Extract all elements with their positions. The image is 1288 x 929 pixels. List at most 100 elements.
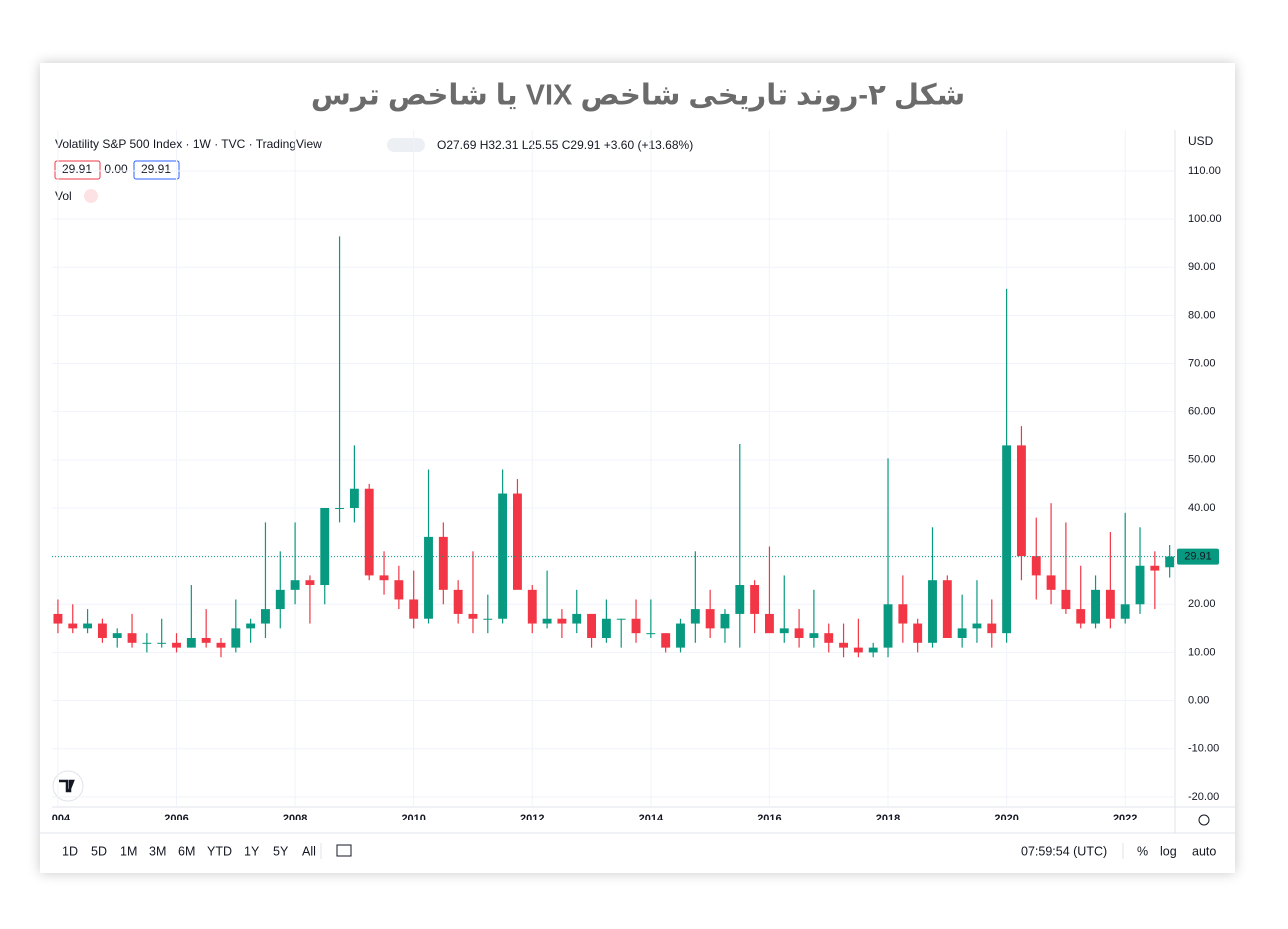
candle-body bbox=[453, 589, 463, 614]
candle-body bbox=[898, 604, 908, 624]
candle-body bbox=[275, 589, 285, 610]
candle-body bbox=[913, 623, 923, 643]
percent-toggle[interactable]: % bbox=[1137, 844, 1148, 858]
x-tick-label: 2022 bbox=[1113, 813, 1137, 825]
y-tick-label: 40.00 bbox=[1188, 502, 1216, 514]
range-button[interactable]: 1M bbox=[120, 844, 137, 858]
candle-body bbox=[839, 642, 849, 648]
y-tick-label: 10.00 bbox=[1188, 646, 1216, 658]
last-price-badge bbox=[1177, 548, 1219, 565]
candle-body bbox=[483, 618, 493, 620]
y-tick-label: 70.00 bbox=[1188, 357, 1216, 369]
x-tick-label: 2016 bbox=[757, 813, 781, 825]
range-button[interactable]: 5D bbox=[91, 844, 107, 858]
price-box bbox=[54, 160, 101, 180]
candle-body bbox=[305, 580, 315, 586]
candle-body bbox=[335, 507, 345, 509]
candle-body bbox=[261, 609, 270, 624]
candle-body bbox=[53, 613, 63, 624]
currency[interactable]: USD bbox=[1188, 134, 1214, 148]
candle-body bbox=[468, 613, 478, 619]
candle-body bbox=[1120, 604, 1130, 619]
candle-body bbox=[438, 536, 448, 590]
log-toggle[interactable]: log bbox=[1160, 844, 1177, 858]
y-tick-label: 100.00 bbox=[1188, 213, 1222, 225]
candle-body bbox=[616, 618, 626, 620]
candle-body bbox=[512, 493, 522, 590]
candle-body bbox=[424, 536, 433, 619]
candle-body bbox=[972, 623, 982, 629]
candle-body bbox=[231, 628, 241, 648]
y-tick-label: 20.00 bbox=[1188, 598, 1216, 610]
candle-body bbox=[542, 618, 552, 624]
candle-body bbox=[320, 507, 330, 586]
candle-body bbox=[764, 613, 774, 634]
candle-body bbox=[868, 647, 878, 653]
candle-body bbox=[735, 585, 745, 614]
toggle[interactable] bbox=[387, 138, 425, 152]
range-button[interactable]: 6M bbox=[178, 844, 195, 858]
range-icon[interactable] bbox=[336, 844, 352, 857]
candle-body bbox=[824, 633, 834, 643]
x-tick-label: 2012 bbox=[520, 813, 544, 825]
logo-mark bbox=[59, 779, 75, 793]
candle-body bbox=[957, 628, 967, 638]
candle-body bbox=[779, 628, 789, 634]
candle-body bbox=[601, 618, 611, 638]
range-button[interactable]: 3M bbox=[149, 844, 166, 858]
candle-body bbox=[68, 623, 78, 629]
warning-icon[interactable] bbox=[84, 189, 98, 203]
candle-body bbox=[557, 618, 567, 624]
candle-body bbox=[883, 604, 893, 648]
candle-body bbox=[127, 633, 137, 643]
candle-body bbox=[987, 623, 997, 634]
candle-body bbox=[1031, 556, 1041, 576]
price-box-label: 29.91 bbox=[141, 162, 171, 176]
candle-body bbox=[1076, 609, 1086, 624]
range-button[interactable]: 1Y bbox=[244, 844, 260, 858]
price-box-label: 29.91 bbox=[62, 162, 92, 176]
auto-toggle[interactable]: auto bbox=[1192, 844, 1216, 858]
candle-body bbox=[112, 633, 122, 638]
candle-body bbox=[809, 633, 819, 638]
candle-body bbox=[631, 618, 641, 634]
candle-body bbox=[1016, 445, 1026, 557]
plot bbox=[52, 130, 1175, 807]
candle-body bbox=[527, 589, 537, 624]
candle-body bbox=[290, 580, 300, 590]
y-tick-label: 90.00 bbox=[1188, 261, 1216, 273]
range-button[interactable]: 1D bbox=[62, 844, 78, 858]
x-tick-label: 2014 bbox=[639, 813, 664, 825]
card bbox=[40, 63, 1235, 873]
candle-body bbox=[1165, 556, 1175, 568]
candle-body bbox=[349, 488, 359, 508]
range-button[interactable]: YTD bbox=[207, 844, 232, 858]
y-tick-label: 0.00 bbox=[1188, 694, 1209, 706]
y-tick-label: -20.00 bbox=[1188, 791, 1219, 803]
range-button[interactable]: All bbox=[302, 844, 316, 858]
ohlc: O27.69 H32.31 L25.55 C29.91 +3.60 (+13.6… bbox=[437, 138, 693, 152]
candle-body bbox=[661, 633, 671, 648]
candle-body bbox=[587, 613, 597, 638]
candle-body bbox=[83, 623, 93, 629]
y-tick-label: -10.00 bbox=[1188, 743, 1219, 755]
y-tick-label: 50.00 bbox=[1188, 454, 1216, 466]
range-button[interactable]: 5Y bbox=[273, 844, 289, 858]
candle-body bbox=[1105, 589, 1115, 619]
candle-body bbox=[1135, 565, 1145, 605]
candle-body bbox=[394, 580, 404, 600]
candle-body bbox=[646, 633, 656, 635]
y-tick-label: 80.00 bbox=[1188, 309, 1216, 321]
x-tick-label: 2006 bbox=[164, 813, 188, 825]
candle-body bbox=[97, 623, 107, 638]
spread-label: 0.00 bbox=[104, 162, 128, 176]
settings-icon[interactable] bbox=[1198, 814, 1210, 826]
x-tick-label: 2018 bbox=[876, 813, 900, 825]
candle-body bbox=[720, 613, 730, 629]
candle-body bbox=[157, 642, 167, 644]
candle-body bbox=[1046, 575, 1056, 590]
candle-body bbox=[1061, 589, 1071, 610]
volume-label: Vol bbox=[55, 189, 72, 203]
